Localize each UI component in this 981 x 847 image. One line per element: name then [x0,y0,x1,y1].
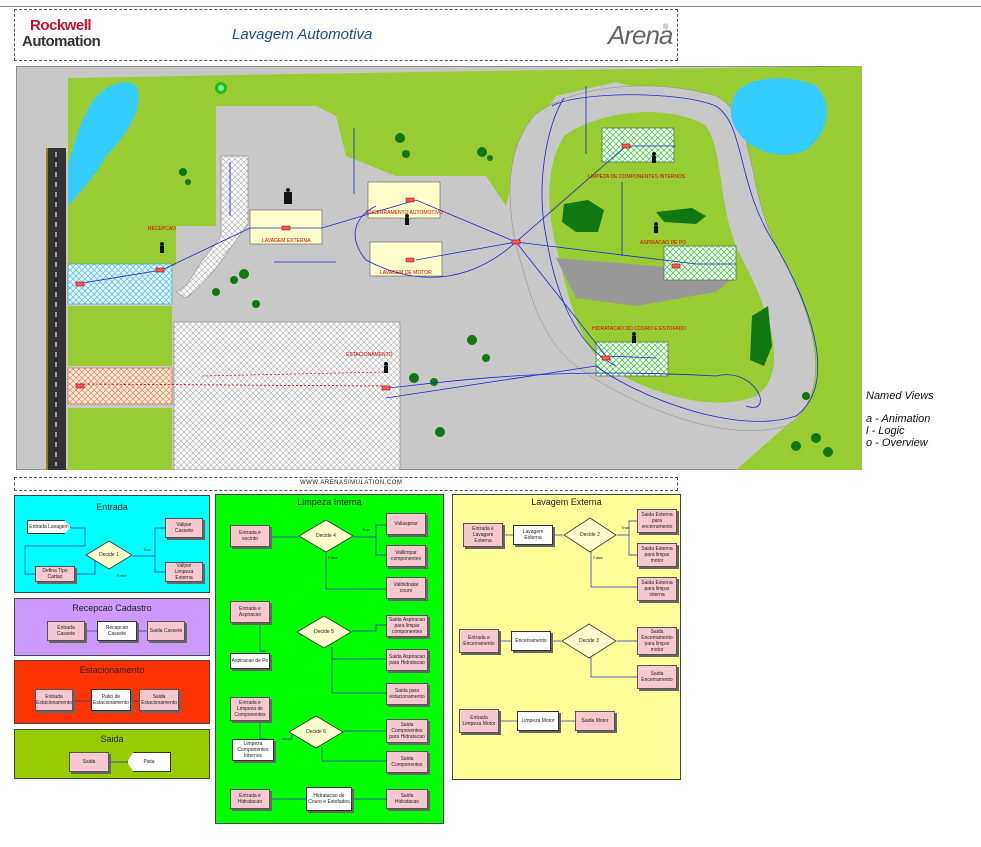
entrada-decide-label: Decide 1 [99,552,119,558]
map-label-hidratacao: HIDRATACAO DO COURO E ESTOFADO [592,326,686,332]
limpeza-a2-module[interactable]: Valilimpar componentes [386,545,426,567]
map-label-aspiracao: ASPIRACAO DE PO [640,240,686,246]
recepcao-entry-module[interactable]: Entrada Cassete [47,621,85,641]
lavagem-true-label: True [621,525,630,530]
entrada-check-module[interactable]: Defina Tipo Cartao [35,566,75,582]
limpeza-comp-entry-module[interactable]: Entrada e Limpeza de Componentes [230,697,270,721]
panel-lavagem-title: Lavagem Externa [531,497,602,507]
arena-registered-mark: ® [663,24,669,31]
panel-estacionamento: Estacionamento Entrada Estacionamento Pa… [14,660,210,724]
panel-entrada-title: Entrada [96,502,128,512]
animation-map[interactable]: RECEPCAO LAVAGEM EXTERNA ENCERRAMENTO AU… [16,66,862,470]
limpeza-decide6-diamond[interactable] [288,715,344,749]
limpeza-b2-module[interactable]: Saida Aspiracao para Hidratacao [386,649,428,671]
limpeza-hid-entry-module[interactable]: Entrada e Hidratacao [230,789,270,809]
lavagem-process-module[interactable]: Lavagem Externa [513,525,553,545]
lavagem-decide3-label: Decide 3 [579,638,599,644]
limpeza-true-label: True [362,527,371,532]
limpeza-b1-module[interactable]: Saida Aspiracao para limpar componentes [386,615,428,637]
top-divider [0,6,981,7]
lavagem-motor-process-module[interactable]: Limpeza Motor [517,711,559,731]
panel-lavagem: Lavagem Externa Entrada e Lavagem Extern… [452,494,681,780]
lavagem-motor-exit-module[interactable]: Saida Motor [575,711,615,731]
entrada-create-module[interactable]: Entrada Lavagem [27,520,71,534]
lavagem-a2-module[interactable]: Saida Externa para limpar motor [637,543,677,567]
recepcao-exit-module[interactable]: Saida Cassete [147,621,185,641]
limpeza-c1-module[interactable]: Saida Componentes para Hidratacao [386,719,428,743]
panel-recepcao-title: Recepcao Cadastro [72,603,152,613]
lavagem-decide3-diamond[interactable] [561,623,617,659]
limpeza-decide5-label: Decide 5 [314,629,334,635]
recepcao-connectors [87,630,147,632]
limpeza-asp-process-module[interactable]: Aspiracao de Po [230,653,270,669]
entrada-decide-diamond[interactable] [85,540,133,570]
panel-saida: Saida Saida Pista [14,729,210,779]
lavagem-enc-entry-module[interactable]: Entrada e Encerramento [459,629,499,653]
map-label-encerramento: ENCERRAMENTO AUTOMOTIVO [366,210,443,216]
page-title: Lavagem Automotiva [232,26,373,43]
map-label-estacionamento: ESTACIONAMENTO [346,352,393,358]
logo-rockwell: Rockwell [30,17,92,34]
limpeza-decide5-diamond[interactable] [296,615,352,649]
lavagem-a1-module[interactable]: Saida Externa para encerramento [637,509,677,533]
lavagem-connectors [501,520,637,722]
limpeza-decide4-diamond[interactable] [298,519,354,553]
lavagem-decide2-diamond[interactable] [563,517,617,553]
map-label-lavagem-motor: LAVAGEM DE MOTOR [380,270,432,276]
limpeza-hid-process-module[interactable]: Hidratacao de Couro e Estofados [306,787,352,811]
lavagem-a3-module[interactable]: Saida Externa para limpar interna [637,577,677,601]
named-view-animation[interactable]: a - Animation [866,413,931,425]
lavagem-motor-entry-module[interactable]: Entrada Limpeza Motor [459,709,499,733]
limpeza-decide4-label: Decide 4 [316,533,336,539]
estacionamento-connectors [75,700,139,702]
limpeza-hid-exit-module[interactable]: Saida Hidratacao [386,789,428,809]
entrada-assign1-module[interactable]: Valipar Cassete [165,518,203,538]
arena-logo: Arena [608,20,673,50]
lavagem-b1-module[interactable]: Saida Encerramento para limpar motor [637,627,677,655]
limpeza-false-label: False [328,555,338,560]
arena-url[interactable]: WWW.ARENASIMULATION.COM [300,480,403,486]
limpeza-decide6-label: Decide 6 [306,729,326,735]
panel-estacionamento-title: Estacionamento [79,665,145,675]
panel-limpeza-title: Limpeza Interna [297,497,362,507]
logo-automation: Automation [22,33,101,50]
panel-recepcao: Recepcao Cadastro Entrada Cassete Recepc… [14,598,210,656]
lavagem-false-label: False [593,555,603,560]
map-label-lavagem-externa: LAVAGEM EXTERNA [262,238,311,244]
entrada-assign2-module[interactable]: Valipar Limpeza Esterna [165,562,203,582]
map-label-limpeza-componentes: LIMPEZA DE COMPONENTES INTERNOS [588,174,686,180]
estacionamento-entry-module[interactable]: Entrada Estacionamento [35,689,73,711]
map-label-recepcao: RECEPCAO [148,226,176,232]
estacionamento-process-module[interactable]: Patio de Estacionamento [91,689,131,711]
limpeza-entry-module[interactable]: Entrada e escinto [230,525,270,547]
limpeza-a3-module[interactable]: Valihidratar couro [386,577,426,599]
limpeza-comp-process-module[interactable]: Limpeza Componentes Internos [232,739,274,761]
panel-limpeza: Limpeza Interna Entrada e escinto Decide… [215,494,444,824]
saida-dispose-module[interactable]: Pista [127,752,171,772]
named-view-overview[interactable]: o - Overview [866,437,928,449]
entrada-connectors [24,527,165,575]
entrada-false-label: False [117,573,127,578]
entrada-true-label: True [143,547,152,552]
named-view-logic[interactable]: l - Logic [866,425,905,437]
header-box [14,9,678,61]
estacionamento-exit-module[interactable]: Saida Estacionamento [139,689,179,711]
url-box [14,477,678,491]
limpeza-a1-module[interactable]: Valiaspirar [386,513,426,535]
lavagem-entry-module[interactable]: Entrada e Lavagem Externa [463,523,503,547]
lavagem-b2-module[interactable]: Saida Encerramento [637,665,677,689]
saida-assign-module[interactable]: Saida [69,752,109,772]
limpeza-c2-module[interactable]: Saida Componentes [386,751,428,773]
saida-connectors [109,761,127,763]
lavagem-decide2-label: Decide 2 [580,532,600,538]
recepcao-process-module[interactable]: Recepcao Cassete [97,621,137,641]
lavagem-enc-process-module[interactable]: Encerramento [511,631,551,651]
panel-saida-title: Saida [100,734,124,744]
named-views-title: Named Views [866,390,934,402]
panel-entrada: Entrada Entrada Lavagem Decide 1 True Fa… [14,495,210,593]
limpeza-asp-entry-module[interactable]: Entrada e Aspiracao [230,601,270,623]
limpeza-b3-module[interactable]: Saida para estacionamento [386,683,428,705]
